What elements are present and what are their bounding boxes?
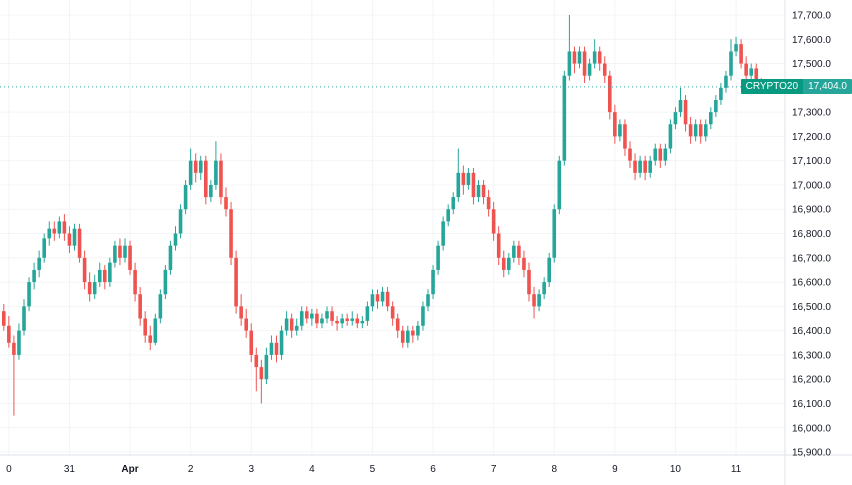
svg-text:16,800.0: 16,800.0	[792, 229, 831, 240]
svg-text:10: 10	[670, 464, 682, 475]
grid-layer	[0, 0, 785, 455]
svg-text:17,000.0: 17,000.0	[792, 180, 831, 191]
last-price-badge: CRYPTO20 17,404.0	[740, 79, 852, 95]
symbol-label: CRYPTO20	[740, 79, 804, 95]
svg-text:8: 8	[551, 464, 557, 475]
svg-text:11: 11	[731, 464, 742, 475]
svg-text:9: 9	[612, 464, 618, 475]
svg-text:3: 3	[248, 464, 254, 475]
svg-text:16,500.0: 16,500.0	[792, 302, 831, 313]
svg-text:17,300.0: 17,300.0	[792, 108, 831, 119]
svg-text:16,300.0: 16,300.0	[792, 350, 831, 361]
svg-text:2: 2	[188, 464, 194, 475]
svg-text:5: 5	[370, 464, 376, 475]
svg-text:7: 7	[491, 464, 497, 475]
svg-text:16,900.0: 16,900.0	[792, 205, 831, 216]
svg-text:16,200.0: 16,200.0	[792, 375, 831, 386]
last-price-value: 17,404.0	[803, 79, 852, 95]
svg-text:17,200.0: 17,200.0	[792, 132, 831, 143]
svg-text:15,900.0: 15,900.0	[792, 448, 831, 459]
svg-text:16,600.0: 16,600.0	[792, 278, 831, 289]
candlestick-layer	[1, 15, 764, 416]
svg-text:17,100.0: 17,100.0	[792, 156, 831, 167]
svg-text:17,500.0: 17,500.0	[792, 59, 831, 70]
svg-text:16,100.0: 16,100.0	[792, 399, 831, 410]
svg-text:16,400.0: 16,400.0	[792, 326, 831, 337]
svg-text:6: 6	[430, 464, 436, 475]
svg-text:16,000.0: 16,000.0	[792, 423, 831, 434]
svg-text:31: 31	[64, 464, 76, 475]
svg-text:17,700.0: 17,700.0	[792, 11, 831, 22]
svg-text:17,600.0: 17,600.0	[792, 35, 831, 46]
svg-text:0: 0	[6, 464, 12, 475]
svg-text:Apr: Apr	[121, 464, 138, 475]
price-axis[interactable]: 17,700.0 17,600.0 17,500.0 17,300.0 17,200.0…	[792, 11, 831, 459]
svg-text:16,700.0: 16,700.0	[792, 253, 831, 264]
svg-text:4: 4	[309, 464, 315, 475]
time-axis[interactable]: 0 31 Apr 2 3 4 5 6 7 8 9 10 11	[6, 464, 742, 475]
